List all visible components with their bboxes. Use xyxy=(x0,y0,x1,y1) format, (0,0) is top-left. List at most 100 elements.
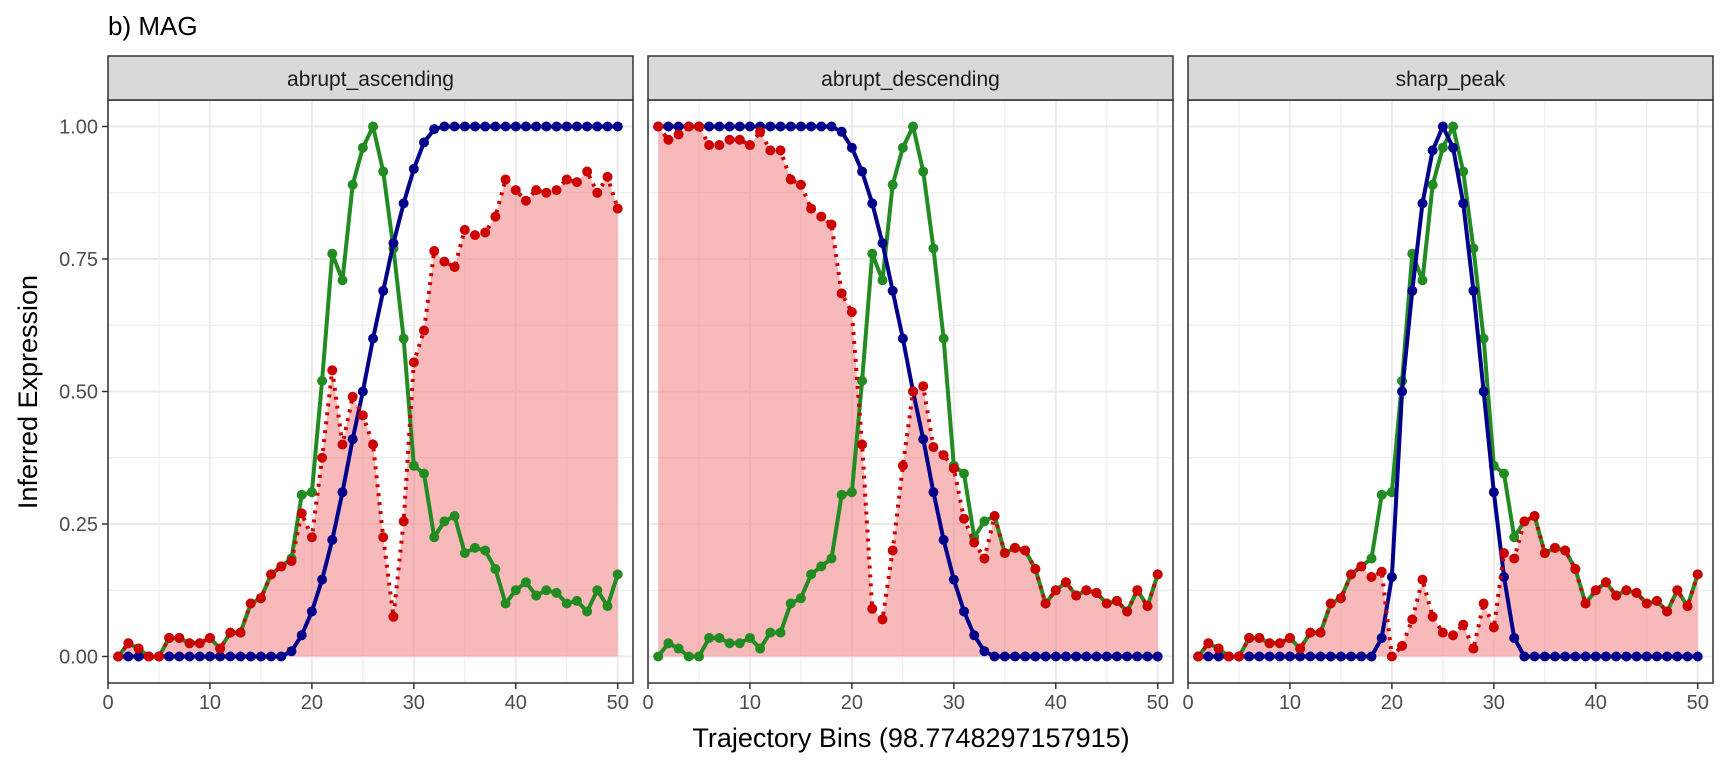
blue-series-point xyxy=(1050,651,1061,662)
green-series-point xyxy=(1417,275,1428,286)
green-series-point xyxy=(908,121,919,132)
blue-series-point xyxy=(520,121,531,132)
red-series-point xyxy=(1529,511,1540,522)
blue-series-point xyxy=(704,121,715,132)
blue-series-point xyxy=(1509,632,1520,643)
blue-series-point xyxy=(561,121,572,132)
blue-series-point xyxy=(663,121,674,132)
red-series-point xyxy=(347,391,358,402)
blue-series-point xyxy=(979,646,990,657)
y-tick-label: 0.50 xyxy=(59,382,98,404)
blue-series-point xyxy=(775,121,786,132)
green-series-point xyxy=(439,516,450,527)
red-fill-area xyxy=(1198,516,1698,657)
red-series-point xyxy=(1509,553,1520,564)
blue-series-point xyxy=(480,121,491,132)
blue-series-point xyxy=(1600,651,1611,662)
blue-series-point xyxy=(612,121,623,132)
green-series-point xyxy=(959,468,970,479)
red-series-point xyxy=(113,651,124,662)
red-series-point xyxy=(500,174,511,185)
blue-series-point xyxy=(1386,572,1397,582)
facet-strip xyxy=(647,55,1174,101)
blue-series-point xyxy=(877,238,888,249)
blue-series-point xyxy=(1040,651,1051,662)
red-series-point xyxy=(989,511,1000,522)
blue-series-point xyxy=(1397,386,1408,397)
blue-series-point xyxy=(1315,651,1326,662)
blue-series-point xyxy=(1437,121,1448,132)
red-series-point xyxy=(592,187,603,198)
blue-series-point xyxy=(133,651,144,662)
red-fill-area xyxy=(118,171,618,657)
blue-series-point xyxy=(459,121,470,132)
red-series-point xyxy=(419,325,430,336)
y-tick-label: 0.25 xyxy=(59,514,98,536)
blue-series-point xyxy=(765,121,776,132)
red-series-point xyxy=(541,187,552,198)
red-series-point xyxy=(724,134,735,145)
green-series-point xyxy=(938,333,949,344)
y-axis-title: Inferred Expression xyxy=(13,275,43,509)
green-series-point xyxy=(571,595,582,606)
green-series-point xyxy=(327,248,338,259)
blue-series-point xyxy=(948,574,959,585)
blue-series-point xyxy=(744,121,755,132)
blue-series-point xyxy=(388,238,399,249)
blue-series-point xyxy=(959,606,970,617)
blue-series-point xyxy=(419,137,430,148)
red-series-point xyxy=(520,195,531,206)
blue-series-point xyxy=(1468,285,1479,296)
red-series-point xyxy=(1549,542,1560,553)
red-series-point xyxy=(1417,574,1428,585)
red-series-point xyxy=(1254,632,1265,643)
red-series-point xyxy=(1366,572,1377,582)
red-series-point xyxy=(174,632,185,643)
green-series-point xyxy=(480,545,491,556)
blue-series-point xyxy=(1335,651,1346,662)
red-series-point xyxy=(959,513,970,524)
red-series-point xyxy=(1631,587,1642,598)
blue-series-point xyxy=(123,651,134,662)
green-series-point xyxy=(602,601,613,612)
red-series-point xyxy=(1264,638,1275,649)
blue-series-point xyxy=(1427,145,1438,156)
x-tick-label: 30 xyxy=(943,692,965,714)
green-series-point xyxy=(429,532,440,543)
red-series-point xyxy=(1580,598,1591,609)
red-series-point xyxy=(327,365,338,376)
red-series-point xyxy=(1692,569,1703,580)
green-series-point xyxy=(459,548,470,559)
blue-series-point xyxy=(1376,632,1387,643)
blue-series-point xyxy=(1519,651,1530,662)
x-tick-label: 50 xyxy=(607,692,629,714)
blue-series-point xyxy=(571,121,582,132)
green-series-point xyxy=(846,487,857,498)
red-series-point xyxy=(1081,585,1092,596)
blue-series-point xyxy=(1539,651,1550,662)
blue-series-point xyxy=(317,574,328,585)
panel-sharp_peak: sharp_peak 0 10 20 30 40 50 xyxy=(1182,55,1714,714)
green-series-point xyxy=(673,643,684,654)
blue-series-point xyxy=(1458,198,1469,209)
red-series-point xyxy=(551,185,562,196)
green-series-point xyxy=(490,564,501,575)
red-series-point xyxy=(938,450,949,461)
x-tick-label: 40 xyxy=(1585,692,1607,714)
red-series-point xyxy=(683,121,694,132)
facet-strip-label: sharp_peak xyxy=(1396,68,1506,91)
red-series-point xyxy=(1060,577,1071,588)
red-series-point xyxy=(1122,606,1133,617)
red-series-point xyxy=(1641,598,1652,609)
green-series-point xyxy=(683,651,694,662)
red-series-point xyxy=(1376,566,1387,577)
x-tick-label: 40 xyxy=(1045,692,1067,714)
blue-series-point xyxy=(164,651,175,662)
green-series-point xyxy=(347,179,358,190)
red-series-point xyxy=(928,442,939,453)
red-series-point xyxy=(1050,585,1061,596)
red-series-point xyxy=(143,651,154,662)
red-series-point xyxy=(1570,564,1581,575)
red-series-point xyxy=(1397,640,1408,651)
blue-series-point xyxy=(266,651,277,662)
